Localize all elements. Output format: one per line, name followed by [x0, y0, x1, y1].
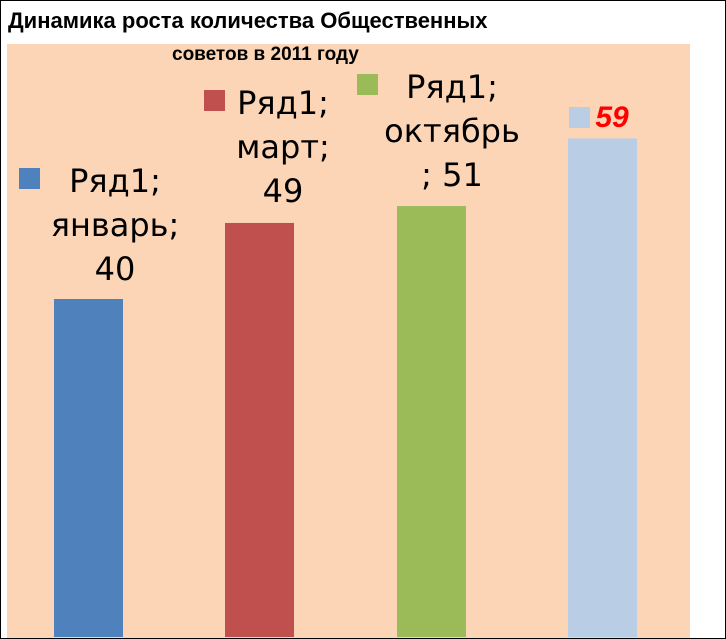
- bar-3: [568, 138, 637, 637]
- bar-2: [397, 206, 466, 638]
- chart-title-line2: советов в 2011 году: [172, 44, 359, 65]
- data-label-2-1: октябрь: [384, 112, 520, 150]
- data-label-1-1: март;: [236, 128, 329, 166]
- data-label-2-2: ; 51: [421, 156, 483, 194]
- bar-1: [225, 222, 294, 637]
- data-label-1-2: 49: [263, 172, 304, 210]
- data-label-2-0: Ряд1;: [406, 68, 498, 106]
- data-label-3-0: 59: [595, 101, 629, 134]
- data-label-0-0: Ряд1;: [69, 162, 161, 200]
- data-label-1-0: Ряд1;: [237, 84, 329, 122]
- legend-key-2: [357, 74, 378, 95]
- legend-key-0: [19, 168, 40, 189]
- legend-key-1: [204, 90, 225, 111]
- data-label-0-1: январь;: [51, 206, 180, 244]
- bar-0: [54, 299, 123, 637]
- chart-title-line1: Динамика роста количества Общественных: [8, 8, 488, 33]
- legend-key-3: [569, 107, 590, 128]
- data-label-0-2: 40: [95, 250, 136, 288]
